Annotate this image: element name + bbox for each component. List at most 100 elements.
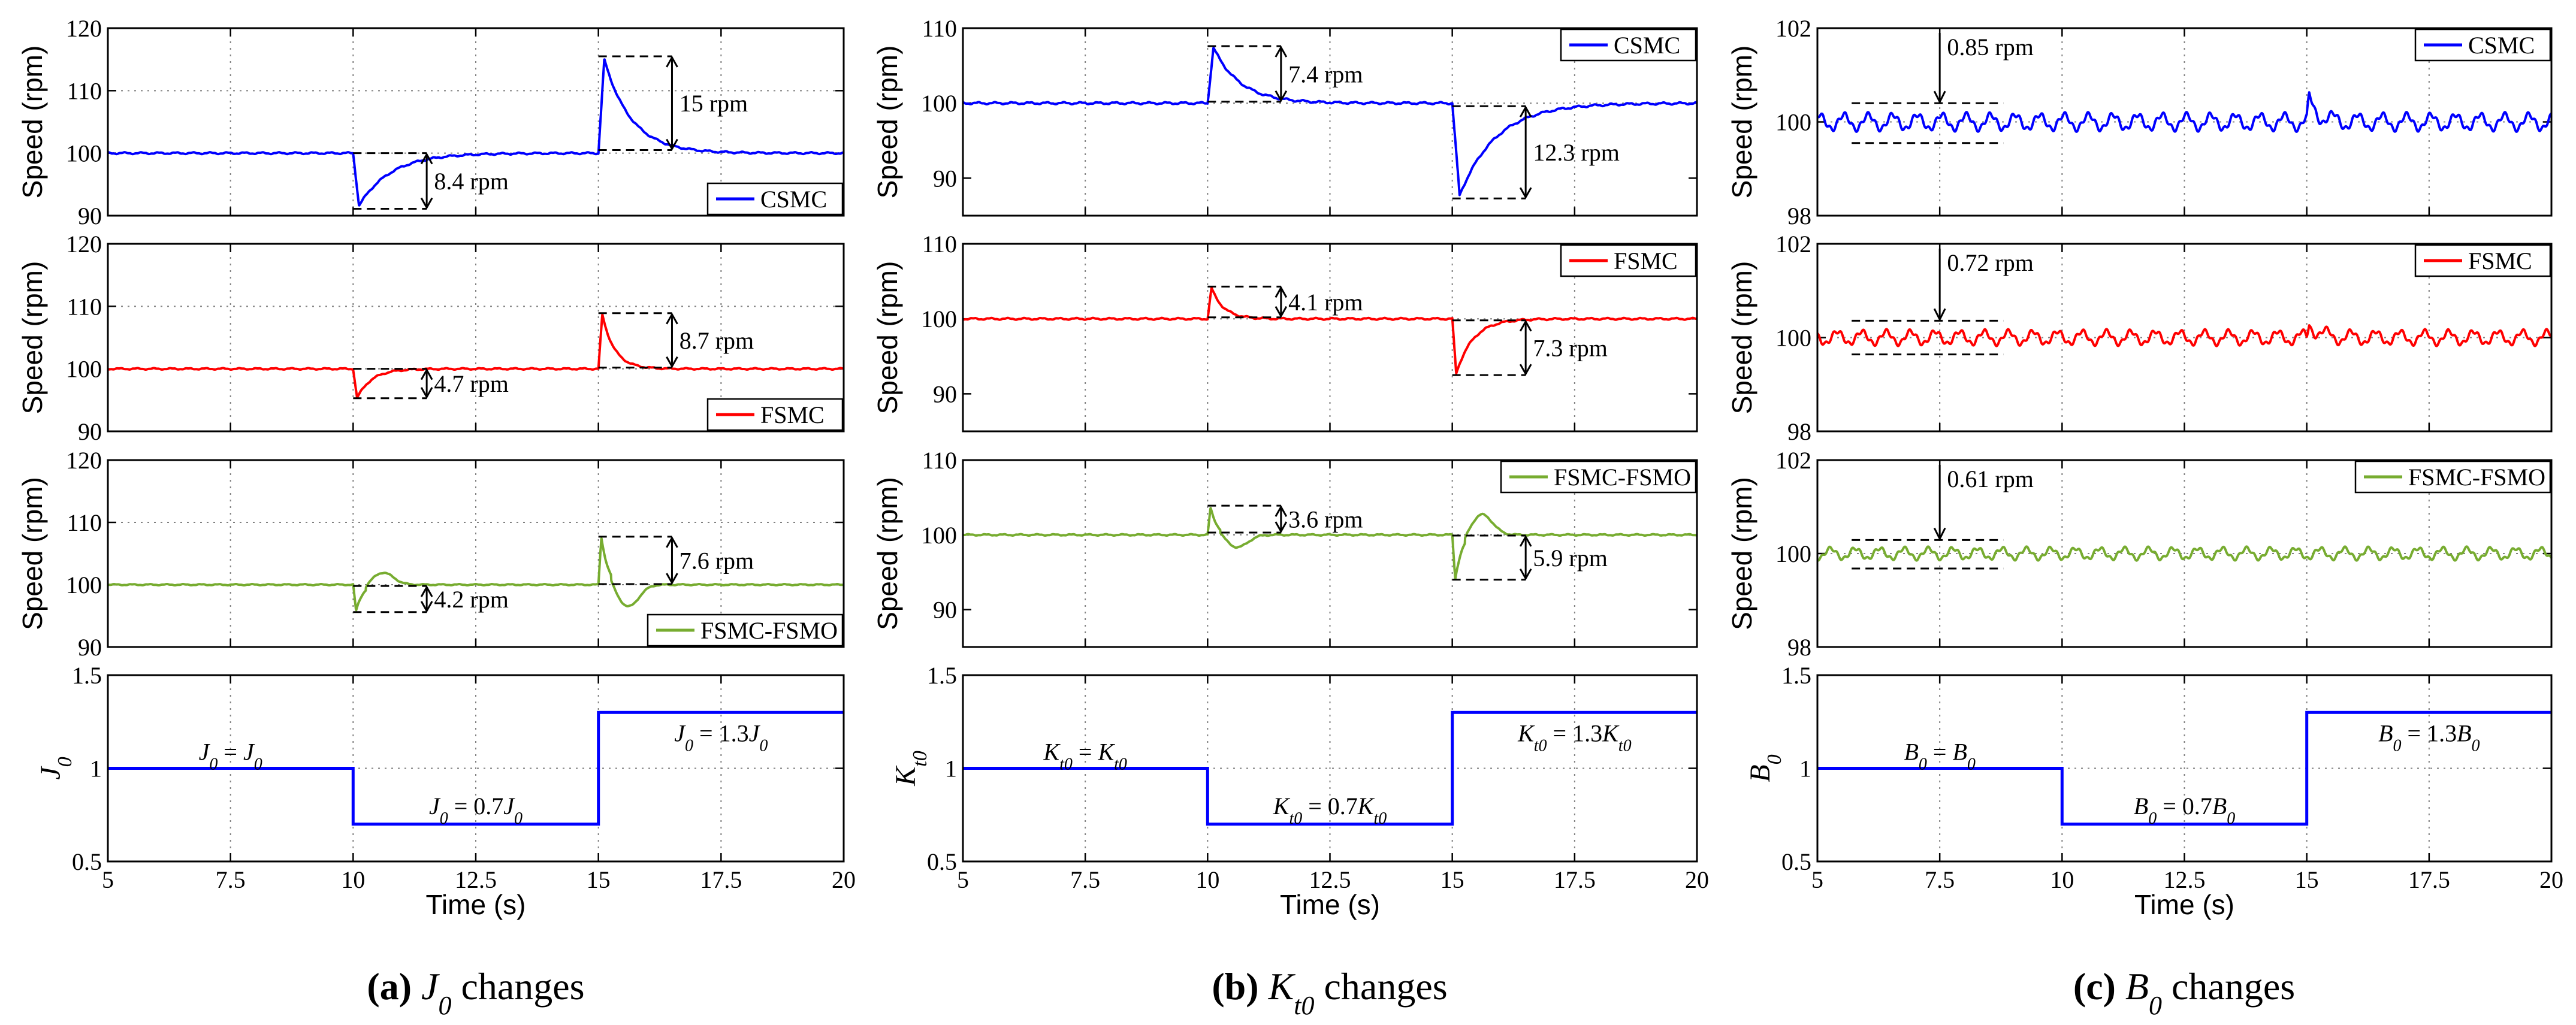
annotation-arrow-head-top — [420, 152, 433, 165]
legend: CSMC — [1560, 28, 1697, 62]
annotation-3-6-rpm: 3.6 rpm — [1207, 504, 1363, 534]
annotation-arrow-head-bottom — [1519, 364, 1532, 376]
x-tick-label: 7.5 — [216, 866, 246, 893]
y-tick-label: 1.5 — [1781, 662, 1811, 689]
y-tick-label: 0.5 — [1781, 848, 1811, 875]
step-label-sub: 0 — [2148, 809, 2157, 827]
annotation-arrow-head — [1933, 308, 1946, 322]
annotation-arrow-head-bottom — [1519, 568, 1532, 580]
caption-c: (c) B0 changes — [2073, 965, 2295, 1020]
y-axis-label-base: J — [35, 766, 67, 780]
step-label-sub: 0 — [685, 736, 693, 755]
legend-label: FSMC — [2468, 247, 2532, 274]
y-tick-label: 100 — [66, 572, 102, 598]
annotation-7-4-rpm: 7.4 rpm — [1207, 45, 1363, 103]
annotation-label: 4.7 rpm — [434, 370, 508, 397]
step-label: B0 = 1.3B0 — [2378, 720, 2480, 755]
x-tick-label: 5 — [957, 866, 969, 893]
annotation-label: 12.3 rpm — [1533, 139, 1619, 166]
x-tick-label: 12.5 — [455, 866, 497, 893]
annotation-4-1-rpm: 4.1 rpm — [1207, 285, 1363, 319]
legend: FSMC-FSMO — [1500, 460, 1697, 494]
annotation-arrow-head-top — [420, 368, 433, 380]
annotation-arrow-head-top — [1519, 105, 1532, 117]
legend: FSMC — [2414, 244, 2551, 277]
step-label-txt: = 1.3 — [1547, 720, 1603, 747]
annotation-label: 8.4 rpm — [434, 168, 508, 195]
annotation-arrow-head-bottom — [420, 386, 433, 399]
y-tick-label: 102 — [1775, 231, 1811, 258]
y-tick-label: 98 — [1787, 418, 1811, 445]
captions-layer: (a) J0 changes (b) Kt0 changes (c) B0 chan… — [367, 965, 2295, 1020]
step-label-sub: t0 — [1114, 755, 1127, 773]
x-tick-label: 5 — [102, 866, 114, 893]
y-tick-label: 110 — [922, 447, 957, 474]
legend: CSMC — [2414, 28, 2551, 62]
series-line-fsmc-fsmo — [1816, 545, 2553, 562]
y-tick-label: 120 — [66, 447, 102, 474]
axes-frame — [962, 459, 1698, 648]
caption-suffix: changes — [2162, 965, 2295, 1008]
y-axis-label-sub: t0 — [909, 751, 931, 766]
step-label-sub: 0 — [2393, 736, 2402, 755]
step-label-sym: K — [1043, 739, 1061, 766]
step-label-sym: J — [243, 739, 255, 766]
legend-label: CSMC — [760, 186, 827, 213]
legend: FSMC — [1560, 244, 1697, 277]
step-label-sub: 0 — [1967, 755, 1976, 773]
axes-frame — [962, 27, 1698, 217]
annotation-7-3-rpm: 7.3 rpm — [1452, 319, 1608, 376]
series-line-csmc — [1816, 91, 2553, 133]
y-tick-label: 1 — [90, 755, 102, 782]
y-axis-label-base: K — [890, 765, 922, 787]
step-label-sym: K — [1097, 739, 1115, 766]
legend-label: CSMC — [1614, 32, 1680, 59]
step-label-sub: 0 — [254, 755, 262, 773]
x-tick-label: 7.5 — [1925, 866, 1955, 893]
step-label: J0 = J0 — [199, 739, 262, 774]
step-label-sub: t0 — [1373, 809, 1387, 827]
legend-label: FSMC-FSMO — [700, 617, 838, 644]
annotation-label: 5.9 rpm — [1533, 545, 1607, 572]
panel-a2: 90 100 110 120 4.7 rpm 8.7 rpm FSMC Speed (rpm) — [17, 231, 845, 445]
y-tick-label: 98 — [1787, 634, 1811, 661]
step-label: B0 = 0.7B0 — [2134, 793, 2235, 828]
x-tick-label: 17.5 — [1554, 866, 1596, 893]
panel-c1: 98 100 102 0.85 rpm CSMC Speed (rpm) — [1726, 15, 2553, 229]
step-label-sub: t0 — [1534, 736, 1547, 755]
panel-a3: 90 100 110 120 4.2 rpm 7.6 rpm FSMC-FSMO Speed … — [17, 447, 845, 661]
annotation-8-4-rpm: 8.4 rpm — [353, 152, 509, 210]
caption-suffix: changes — [451, 965, 584, 1008]
y-axis-label: Speed (rpm) — [17, 261, 48, 415]
step-label: Kt0 = 1.3Kt0 — [1517, 720, 1632, 755]
step-label-sym: B — [1952, 739, 1967, 766]
step-label-sub: 0 — [1919, 755, 1927, 773]
x-tick-label: 15 — [2295, 866, 2319, 893]
annotation-arrow-head — [1933, 527, 1946, 541]
y-axis-label: Speed (rpm) — [17, 477, 48, 630]
y-tick-label: 90 — [933, 597, 957, 624]
annotation-arrow-head-bottom — [1519, 187, 1532, 199]
axes-frame — [1816, 674, 2553, 863]
y-tick-label: 1 — [945, 755, 957, 782]
y-tick-label: 102 — [1775, 15, 1811, 42]
step-label-sub: 0 — [514, 809, 523, 827]
annotation-5-9-rpm: 5.9 rpm — [1452, 534, 1608, 581]
step-label-txt: = 0.7 — [448, 793, 504, 820]
annotation-7-6-rpm: 7.6 rpm — [598, 536, 754, 585]
annotation-arrow-head-top — [1275, 505, 1288, 517]
step-label-sub: t0 — [1059, 755, 1073, 773]
axes-frame — [107, 27, 845, 217]
series-line-csmc — [107, 58, 845, 207]
x-axis-label: Time (s) — [2134, 889, 2234, 920]
annotation-label: 7.6 rpm — [680, 547, 754, 574]
y-tick-label: 110 — [67, 77, 102, 104]
step-label-sym: B — [2378, 720, 2393, 747]
step-label-txt: = — [1927, 739, 1953, 766]
legend: FSMC — [706, 398, 844, 431]
axes-frame — [107, 459, 845, 648]
